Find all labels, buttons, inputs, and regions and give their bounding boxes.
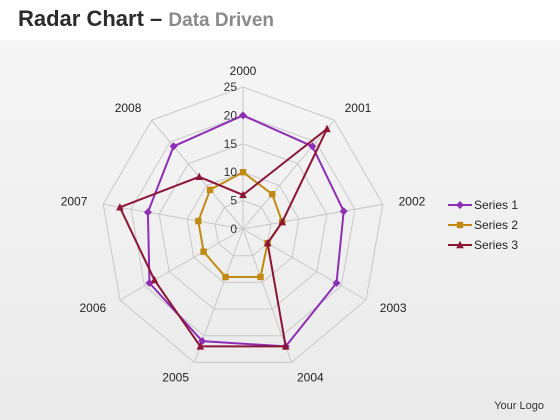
series-layer — [116, 111, 348, 351]
series-line — [146, 114, 345, 348]
data-point — [150, 275, 159, 284]
data-point — [195, 172, 203, 180]
series-line — [118, 127, 328, 348]
data-point — [323, 124, 331, 133]
data-point — [206, 186, 214, 193]
data-point — [239, 190, 247, 199]
grid-ring — [186, 171, 300, 283]
grid-ring — [158, 143, 328, 310]
logo-text: Your Logo — [494, 400, 544, 412]
legend-label: Series 1 — [474, 198, 518, 212]
data-point — [269, 191, 276, 198]
tick-label: 5 — [230, 194, 237, 208]
grid-ring — [130, 114, 356, 337]
data-point — [169, 142, 178, 151]
grid-spoke — [151, 119, 244, 230]
grid-spoke — [119, 228, 244, 301]
tick-label: 10 — [224, 165, 238, 179]
tick-label: 20 — [224, 108, 238, 122]
title-main: Radar Chart – — [18, 6, 163, 31]
tick-label: 15 — [224, 137, 238, 151]
title-bar: Radar Chart – Data Driven — [0, 0, 560, 40]
data-point — [145, 279, 154, 287]
series-line — [197, 171, 284, 278]
data-point — [332, 279, 341, 287]
grid-spoke — [242, 228, 293, 363]
data-point — [257, 273, 264, 281]
data-point — [308, 142, 317, 151]
legend-marker — [456, 201, 464, 209]
data-point — [239, 111, 247, 120]
category-label: 2001 — [345, 101, 372, 115]
legend-marker — [456, 221, 464, 229]
data-point — [281, 342, 290, 350]
category-label: 2003 — [380, 301, 407, 315]
tick-label: 0 — [230, 222, 237, 236]
legend: Series 1 Series 2 Series 3 — [448, 198, 518, 252]
label-layer: 0 5 10 15 20 25 2000 2001 2002 2003 2004 2005 2006 20… — [61, 64, 426, 385]
radar-grid — [102, 86, 384, 363]
category-label: 2000 — [230, 64, 257, 78]
data-point — [339, 207, 348, 216]
grid-spoke — [242, 228, 367, 301]
data-point — [222, 273, 229, 281]
category-label: 2005 — [162, 371, 189, 385]
data-point — [278, 217, 286, 226]
category-label: 2007 — [61, 195, 88, 209]
legend-label: Series 3 — [474, 238, 518, 252]
category-label: 2006 — [79, 301, 106, 315]
data-point — [239, 169, 247, 176]
category-label: 2002 — [399, 195, 426, 209]
data-point — [263, 239, 272, 247]
grid-spoke — [242, 119, 335, 230]
category-label: 2008 — [115, 101, 142, 115]
title-subtitle: Data Driven — [168, 10, 275, 31]
grid-spoke — [242, 203, 383, 230]
legend-marker — [456, 240, 464, 249]
tick-label: 25 — [224, 80, 238, 94]
data-point — [195, 217, 202, 225]
grid-ring — [102, 86, 384, 363]
page-title: Radar Chart – Data Driven — [18, 6, 274, 32]
data-point — [116, 203, 124, 211]
legend-label: Series 2 — [474, 218, 518, 232]
category-label: 2004 — [297, 371, 324, 385]
series-3 — [116, 124, 331, 350]
grid-spoke — [103, 203, 244, 230]
data-point — [196, 342, 205, 350]
data-point — [143, 208, 152, 217]
grid-ring — [214, 200, 272, 257]
data-point — [200, 248, 207, 255]
